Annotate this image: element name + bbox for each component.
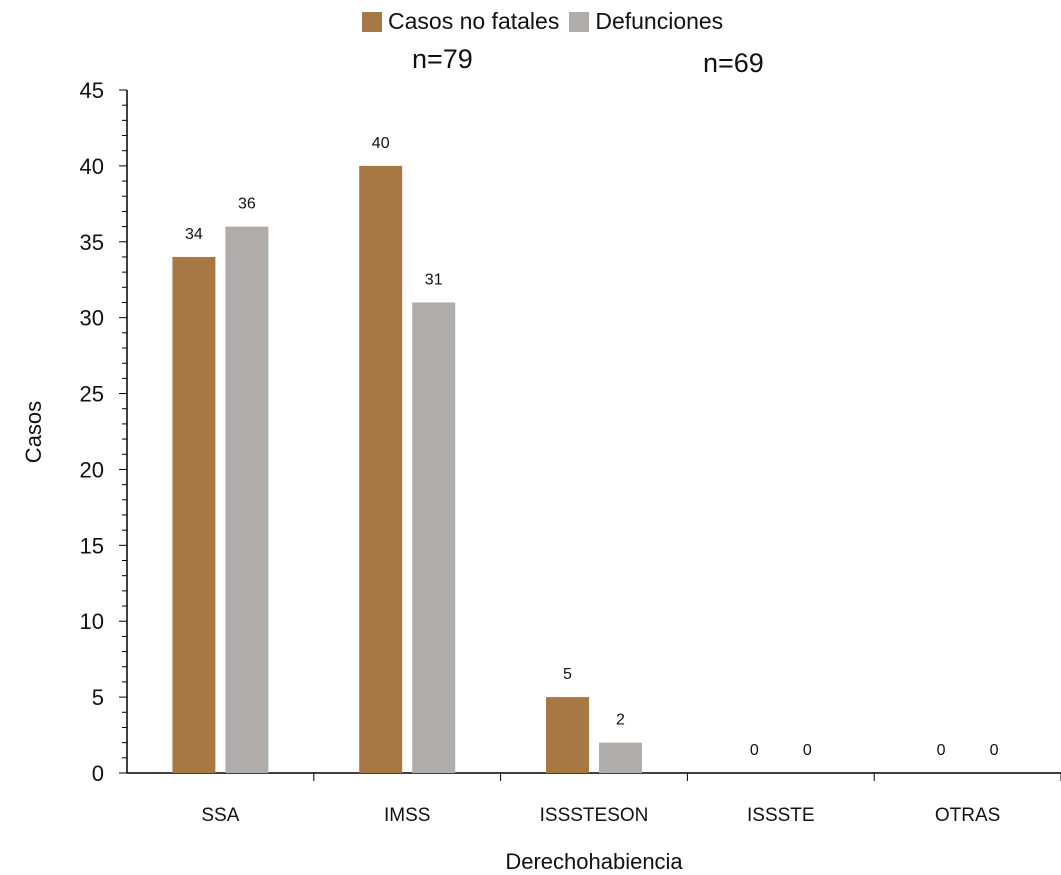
bar-defunciones-ssa [225,226,269,774]
bar-defunciones-imss [412,302,456,773]
x-category-label: SSA [201,805,239,826]
legend-label-no-fatales: Casos no fatales [388,8,560,34]
bar-no-fatales-imss [359,165,403,773]
y-tick-label: 25 [80,382,104,407]
y-axis-title: Casos [21,401,46,463]
x-category-label: ISSSTESON [540,805,649,826]
data-label: 40 [372,135,390,152]
x-category-label: ISSSTE [747,805,815,826]
x-category-label: OTRAS [935,805,1000,826]
data-label: 31 [425,271,443,288]
data-label: 34 [185,226,203,243]
annotation-n-defunciones: n=69 [703,48,764,78]
legend-swatch-no-fatales [362,11,382,32]
data-label: 0 [803,742,812,759]
legend-label-defunciones: Defunciones [595,8,724,34]
legend-item-no-fatales: Casos no fatales [362,8,559,35]
bar-no-fatales-ssa [172,256,216,773]
data-label: 5 [563,666,572,683]
y-tick-label: 0 [92,761,104,786]
legend-swatch-defunciones [569,11,590,32]
x-category-label: IMSS [384,805,430,826]
y-tick-label: 30 [80,306,104,331]
data-label: 0 [937,742,946,759]
legend-item-defunciones: Defunciones [569,8,723,35]
x-axis-title: Derechohabiencia [505,849,683,874]
y-tick-label: 5 [92,685,104,710]
y-tick-label: 10 [80,609,104,634]
y-tick-label: 40 [80,154,104,179]
bar-no-fatales-isssteson [546,697,589,773]
y-tick-label: 45 [80,78,104,103]
annotation-n-no-fatales: n=79 [412,44,473,74]
data-label: 0 [990,742,999,759]
data-label: 36 [238,196,256,213]
bar-defunciones-isssteson [599,742,642,773]
data-label: 0 [750,742,759,759]
chart-legend: Casos no fatales Defunciones [362,8,733,35]
y-tick-label: 15 [80,533,104,558]
y-tick-label: 35 [80,230,104,255]
y-tick-label: 20 [80,457,104,482]
data-label: 2 [616,712,625,729]
